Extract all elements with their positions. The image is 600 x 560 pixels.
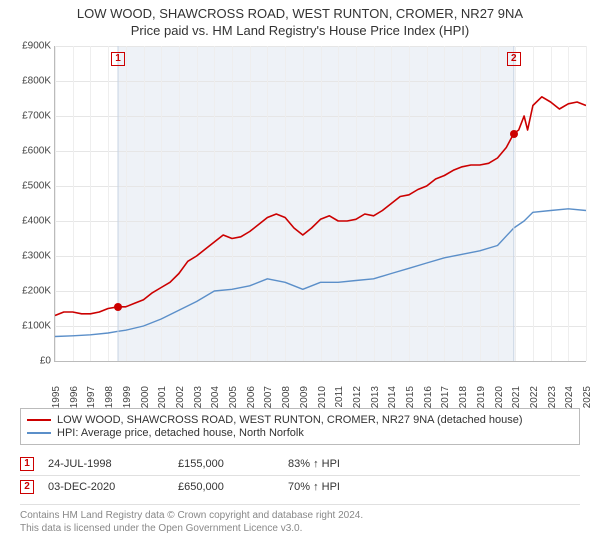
chart-marker-dot xyxy=(114,303,122,311)
chart-xtick-label: 2012 xyxy=(352,386,363,408)
chart-series-hpi xyxy=(55,209,586,337)
chart-area: £0 £100K £200K £300K £400K £500K £600K £700K £80… xyxy=(10,42,590,402)
legend-label: HPI: Average price, detached house, Nort… xyxy=(57,427,304,439)
chart-title-address: LOW WOOD, SHAWCROSS ROAD, WEST RUNTON, C… xyxy=(4,6,596,21)
chart-ytick-label: £300K xyxy=(11,251,51,262)
transaction-marker-icon: 1 xyxy=(20,457,34,471)
transaction-date: 03-DEC-2020 xyxy=(48,481,178,493)
chart-xtick-label: 1999 xyxy=(122,386,133,408)
chart-lines-svg xyxy=(55,46,586,361)
transaction-price: £155,000 xyxy=(178,458,288,470)
chart-ytick-label: £100K xyxy=(11,321,51,332)
chart-xtick-label: 2008 xyxy=(281,386,292,408)
chart-gridline-x xyxy=(586,46,587,361)
chart-ytick-label: £200K xyxy=(11,286,51,297)
chart-ytick-label: £700K xyxy=(11,111,51,122)
chart-xtick-label: 1997 xyxy=(86,386,97,408)
legend-swatch xyxy=(27,419,51,421)
chart-xtick-label: 2010 xyxy=(317,386,328,408)
footer-line: This data is licensed under the Open Gov… xyxy=(20,522,580,535)
transaction-marker-icon: 2 xyxy=(20,480,34,494)
chart-xtick-label: 1998 xyxy=(104,386,115,408)
chart-xtick-label: 2004 xyxy=(210,386,221,408)
chart-xtick-label: 2019 xyxy=(476,386,487,408)
chart-xtick-label: 2017 xyxy=(440,386,451,408)
footer-line: Contains HM Land Registry data © Crown c… xyxy=(20,509,580,522)
chart-xtick-label: 2022 xyxy=(529,386,540,408)
chart-ytick-label: £400K xyxy=(11,216,51,227)
chart-legend: LOW WOOD, SHAWCROSS ROAD, WEST RUNTON, C… xyxy=(20,408,580,445)
chart-marker-label: 1 xyxy=(111,52,125,66)
chart-ytick-label: £500K xyxy=(11,181,51,192)
legend-swatch xyxy=(27,432,51,434)
chart-marker-label: 2 xyxy=(507,52,521,66)
chart-ytick-label: £600K xyxy=(11,146,51,157)
chart-xtick-label: 1995 xyxy=(51,386,62,408)
chart-xtick-label: 2018 xyxy=(458,386,469,408)
chart-title-block: LOW WOOD, SHAWCROSS ROAD, WEST RUNTON, C… xyxy=(0,0,600,38)
transaction-row: 2 03-DEC-2020 £650,000 70% ↑ HPI xyxy=(20,475,580,498)
transaction-pct-vs-hpi: 70% ↑ HPI xyxy=(288,481,580,493)
chart-xtick-label: 2023 xyxy=(547,386,558,408)
transaction-price: £650,000 xyxy=(178,481,288,493)
legend-label: LOW WOOD, SHAWCROSS ROAD, WEST RUNTON, C… xyxy=(57,414,523,426)
chart-xtick-label: 2015 xyxy=(405,386,416,408)
chart-xtick-label: 2002 xyxy=(175,386,186,408)
chart-xtick-label: 2005 xyxy=(228,386,239,408)
chart-marker-dot xyxy=(510,130,518,138)
legend-item: HPI: Average price, detached house, Nort… xyxy=(27,427,573,439)
chart-xtick-label: 2024 xyxy=(564,386,575,408)
chart-ytick-label: £800K xyxy=(11,76,51,87)
footer-attribution: Contains HM Land Registry data © Crown c… xyxy=(20,504,580,535)
transaction-table: 1 24-JUL-1998 £155,000 83% ↑ HPI 2 03-DE… xyxy=(20,453,580,498)
chart-xtick-label: 2014 xyxy=(387,386,398,408)
transaction-date: 24-JUL-1998 xyxy=(48,458,178,470)
chart-xtick-label: 2003 xyxy=(193,386,204,408)
chart-xtick-label: 2006 xyxy=(246,386,257,408)
chart-title-subtitle: Price paid vs. HM Land Registry's House … xyxy=(4,23,596,38)
chart-xtick-label: 2000 xyxy=(140,386,151,408)
chart-xtick-label: 2009 xyxy=(299,386,310,408)
transaction-row: 1 24-JUL-1998 £155,000 83% ↑ HPI xyxy=(20,453,580,475)
chart-xtick-label: 2020 xyxy=(494,386,505,408)
chart-xtick-label: 1996 xyxy=(69,386,80,408)
chart-xtick-label: 2011 xyxy=(334,386,345,408)
chart-xtick-label: 2016 xyxy=(423,386,434,408)
chart-xtick-label: 2007 xyxy=(263,386,274,408)
chart-ytick-label: £0 xyxy=(11,356,51,367)
chart-xtick-label: 2001 xyxy=(157,386,168,408)
chart-xtick-label: 2013 xyxy=(370,386,381,408)
chart-ytick-label: £900K xyxy=(11,41,51,52)
chart-xtick-label: 2021 xyxy=(511,386,522,408)
transaction-pct-vs-hpi: 83% ↑ HPI xyxy=(288,458,580,470)
legend-item: LOW WOOD, SHAWCROSS ROAD, WEST RUNTON, C… xyxy=(27,414,573,426)
chart-plot: £0£100K£200K£300K£400K£500K£600K£700K£80… xyxy=(54,46,586,362)
chart-xtick-label: 2025 xyxy=(582,386,593,408)
